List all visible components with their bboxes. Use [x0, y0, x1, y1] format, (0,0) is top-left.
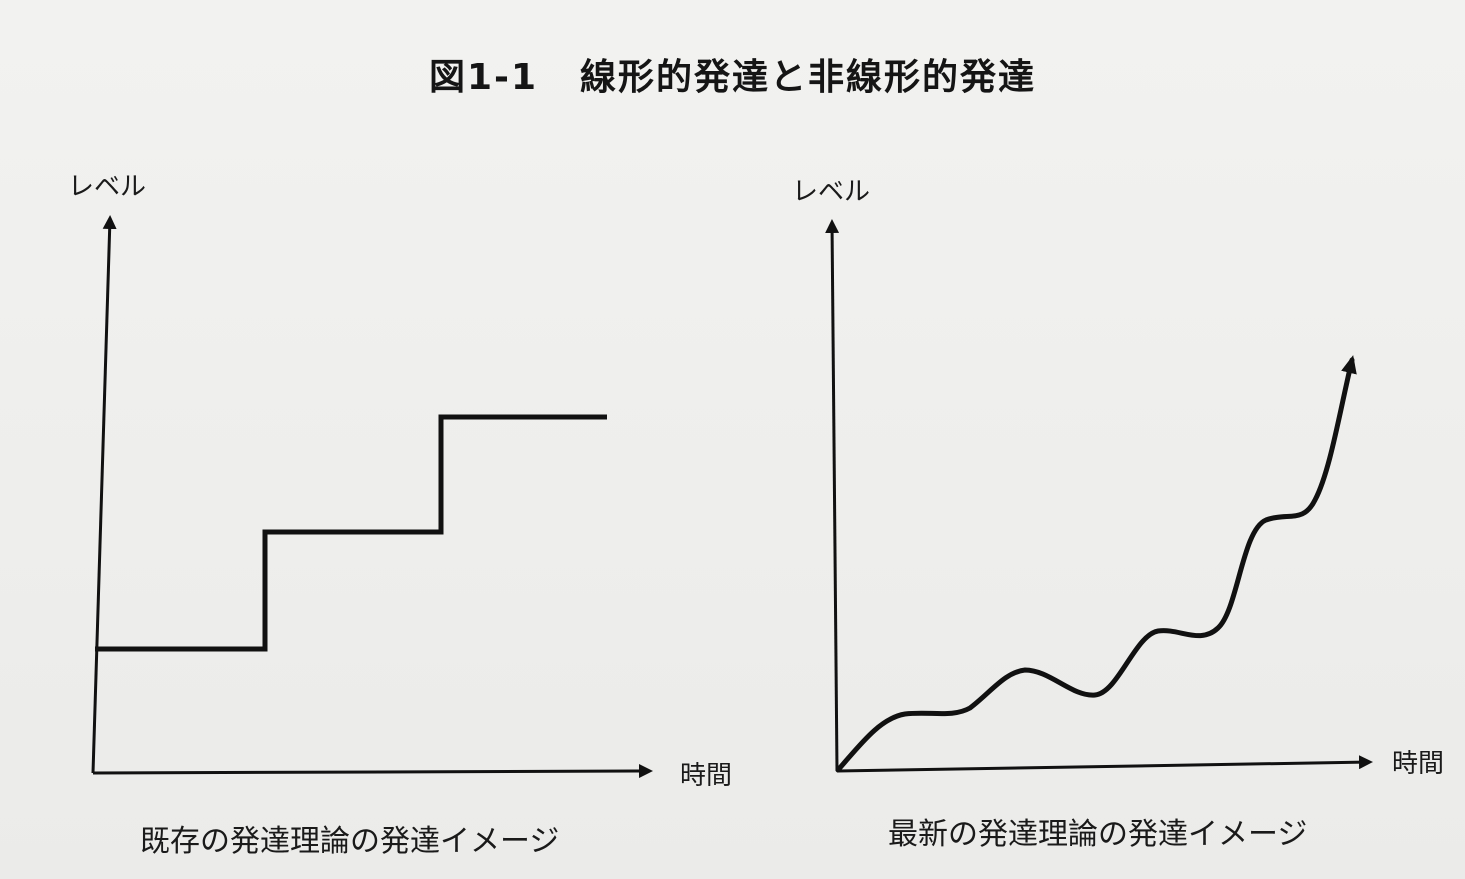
left-y-axis-label: レベル [68, 172, 146, 202]
right-x-axis-label: 時間 [1392, 749, 1444, 779]
figure-number: 図1-1 [428, 57, 539, 98]
left-caption: 既存の発達理論の発達イメージ [140, 824, 559, 859]
right-x-axis [836, 755, 1373, 773]
wavy-growth-curve [835, 355, 1357, 773]
left-y-axis [91, 215, 117, 774]
right-caption: 最新の発達理論の発達イメージ [888, 817, 1307, 852]
staircase-line [95, 414, 607, 652]
right-y-axis [825, 219, 840, 772]
right-y-axis-label: レベル [792, 177, 870, 207]
nonlinear-development-panel: レベル 時間 最新の発達理論の発達イメージ [792, 177, 1444, 852]
left-x-axis [92, 764, 653, 779]
figure-title-text: 線形的発達と非線形的発達 [580, 57, 1037, 98]
linear-development-panel: レベル 時間 既存の発達理論の発達イメージ [68, 172, 732, 859]
left-x-axis-label: 時間 [680, 761, 732, 791]
figure-title: 図1-1 線形的発達と非線形的発達 [0, 48, 1465, 100]
